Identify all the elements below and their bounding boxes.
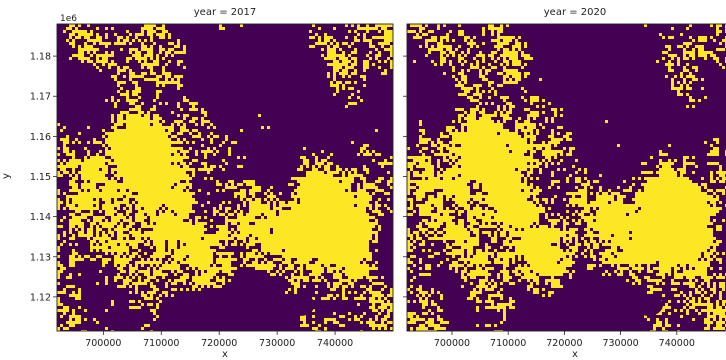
panel-title-2017: year = 2017 <box>194 7 257 18</box>
y-axis-ticks <box>403 55 407 298</box>
x-tick-label: 700000 <box>85 338 121 349</box>
dark-patch <box>634 293 663 316</box>
x-axis-ticks: 700000 710000 720000 730000 740000 <box>434 331 695 349</box>
x-tick-label: 710000 <box>143 338 179 349</box>
x-tick-label: 720000 <box>546 338 582 349</box>
x-tick-label: 730000 <box>259 338 295 349</box>
y-tick-label: 1.17 <box>30 92 51 103</box>
dark-patch <box>286 293 315 316</box>
y-tick-label: 1.15 <box>30 172 51 183</box>
raster-2020 <box>407 24 726 331</box>
x-axis-label: x <box>222 349 228 360</box>
plot-frame <box>56 23 394 332</box>
y-tick-label: 1.12 <box>30 292 51 303</box>
x-tick-label: 710000 <box>490 338 526 349</box>
y-tick-label: 1.16 <box>30 132 51 143</box>
raster-2017 <box>57 24 393 331</box>
panel-2020: year = 2020 700000 710000 720000 730000 7400… <box>403 7 726 360</box>
x-tick-label: 730000 <box>602 338 638 349</box>
y-tick-label: 1.18 <box>30 52 51 63</box>
x-tick-label: 700000 <box>434 338 470 349</box>
plot-frame <box>406 23 726 332</box>
x-tick-label: 740000 <box>659 338 695 349</box>
x-axis-label: x <box>572 349 578 360</box>
raster-high-class <box>57 24 393 331</box>
raster-high-class <box>407 24 726 331</box>
x-tick-label: 720000 <box>201 338 237 349</box>
y-axis-label: y <box>1 173 12 179</box>
x-tick-label: 740000 <box>317 338 353 349</box>
y-tick-label: 1.13 <box>30 252 51 263</box>
y-axis-ticks: 1.12 1.13 1.14 1.15 1.16 1.17 1.18 <box>30 52 57 303</box>
x-axis-ticks: 700000 710000 720000 730000 740000 <box>85 331 353 349</box>
panel-2017: 1e6 year = 2017 700000 710000 720000 730000… <box>1 7 394 360</box>
y-tick-label: 1.14 <box>30 212 51 223</box>
panel-title-2020: year = 2020 <box>544 7 607 18</box>
y-offset-label: 1e6 <box>60 14 77 24</box>
